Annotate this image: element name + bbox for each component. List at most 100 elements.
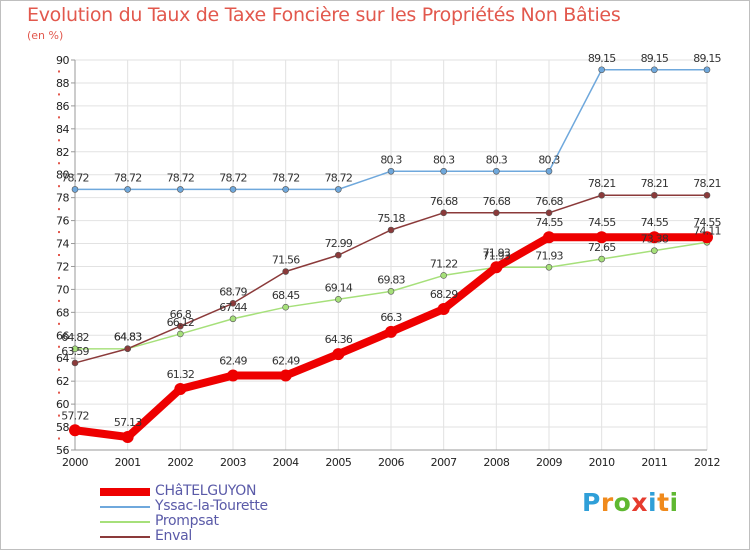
- y-tick-label: 74: [56, 238, 69, 251]
- data-point: [493, 209, 500, 217]
- grid: [74, 59, 708, 451]
- x-tick-label: 2012: [694, 456, 720, 469]
- data-point: [598, 191, 605, 199]
- data-label: 64.82: [61, 331, 89, 344]
- data-point: [701, 231, 713, 244]
- data-point: [387, 226, 395, 234]
- data-point: [703, 191, 711, 199]
- data-label: 78.21: [693, 177, 721, 190]
- data-label: 64.36: [325, 333, 353, 346]
- logo-letter: x: [631, 488, 648, 517]
- data-label: 78.72: [219, 171, 247, 184]
- data-point: [440, 167, 447, 175]
- chart-title: Evolution du Taux de Taxe Foncière sur l…: [27, 4, 621, 26]
- data-point: [387, 288, 395, 295]
- data-point: [440, 272, 447, 279]
- data-label: 68.45: [272, 289, 300, 302]
- logo-letter: t: [657, 488, 670, 517]
- data-point: [440, 209, 447, 217]
- data-label: 76.68: [430, 195, 458, 208]
- x-tick-label: 2010: [589, 456, 615, 469]
- chart-unit: (en %): [27, 29, 64, 42]
- data-label: 68.79: [219, 285, 247, 298]
- data-point: [282, 186, 289, 193]
- data-label: 74.55: [693, 216, 721, 229]
- data-label: 61.32: [167, 368, 195, 381]
- data-label: 78.72: [114, 171, 142, 184]
- data-label: 66.12: [167, 316, 195, 329]
- x-tick-label: 2006: [378, 456, 404, 469]
- x-tick-label: 2000: [62, 456, 88, 469]
- y-tick-label: 72: [56, 260, 69, 273]
- data-point: [332, 348, 345, 361]
- data-label: 69.83: [377, 273, 405, 286]
- data-label: 62.49: [219, 355, 247, 368]
- data-label: 76.68: [483, 195, 511, 208]
- y-minor-tick: [58, 322, 60, 325]
- data-label: 80.3: [538, 153, 560, 166]
- logo-letter: r: [600, 488, 614, 517]
- legend-label: Yssac-la-Tourette: [155, 498, 268, 514]
- data-label: 63.59: [61, 345, 89, 358]
- data-label: 64.83: [114, 331, 142, 344]
- y-tick-label: 80: [56, 169, 69, 182]
- data-label: 74.11: [693, 224, 721, 237]
- y-minor-tick: [58, 116, 60, 119]
- data-labels: 78.72 78.72 78.72 78.72 78.72 78.72 80.3 80.3 80…: [61, 52, 722, 429]
- y-minor-tick: [58, 139, 60, 142]
- data-label: 66.8: [170, 308, 192, 321]
- data-point: [282, 268, 289, 275]
- y-tick-label: 58: [56, 421, 69, 434]
- y-tick-label: 88: [56, 77, 69, 90]
- data-label: 78.72: [325, 171, 353, 184]
- y-tick-label: 90: [56, 54, 69, 67]
- data-point: [229, 299, 237, 307]
- data-point: [335, 251, 342, 259]
- legend-label: CHâTELGUYON: [155, 483, 257, 499]
- y-minor-tick: [58, 276, 60, 279]
- legend-label: Enval: [155, 528, 192, 544]
- data-point: [177, 330, 184, 338]
- data-point: [229, 186, 237, 193]
- legend-swatch: [100, 535, 150, 538]
- y-minor-tick: [58, 185, 60, 188]
- x-tick-label: 2003: [220, 456, 246, 469]
- y-tick-label: 76: [56, 215, 69, 228]
- data-point: [174, 382, 187, 395]
- y-tick-label: 68: [56, 306, 69, 319]
- data-point: [227, 369, 239, 382]
- data-label: 75.18: [377, 212, 405, 225]
- x-tick-label: 2004: [273, 456, 299, 469]
- data-point: [71, 359, 79, 367]
- data-point: [651, 247, 658, 254]
- data-point: [648, 231, 661, 244]
- data-point: [335, 186, 342, 193]
- data-label: 72.65: [588, 241, 616, 254]
- y-minor-tick: [58, 414, 60, 417]
- y-tick-label: 60: [56, 398, 69, 411]
- y-minor-tick: [58, 299, 60, 302]
- data-label: 71.56: [272, 254, 300, 267]
- y-tick-label: 78: [56, 192, 69, 205]
- logo-letter: i: [669, 488, 679, 517]
- data-point: [493, 167, 500, 175]
- data-label: 89.15: [588, 52, 616, 65]
- data-label: 78.72: [167, 171, 195, 184]
- data-point: [71, 345, 79, 353]
- y-minor-tick: [58, 254, 60, 256]
- x-tick-label: 2008: [483, 456, 509, 469]
- data-point: [124, 186, 131, 193]
- data-point: [124, 345, 131, 353]
- data-point: [335, 295, 342, 303]
- y-minor-tick: [58, 70, 60, 73]
- data-point: [71, 186, 79, 193]
- logo-letter: i: [648, 488, 658, 517]
- y-minor-tick: [58, 93, 60, 96]
- axes: 56 58 60 62 64 66 68 70 72 74 76 78 80 82 84 86 88 90 2000…: [56, 54, 721, 469]
- data-label: 78.21: [641, 177, 669, 190]
- data-label: 71.93: [535, 249, 563, 262]
- data-point: [282, 303, 289, 311]
- y-minor-tick: [58, 391, 60, 394]
- y-minor-tick: [58, 437, 60, 440]
